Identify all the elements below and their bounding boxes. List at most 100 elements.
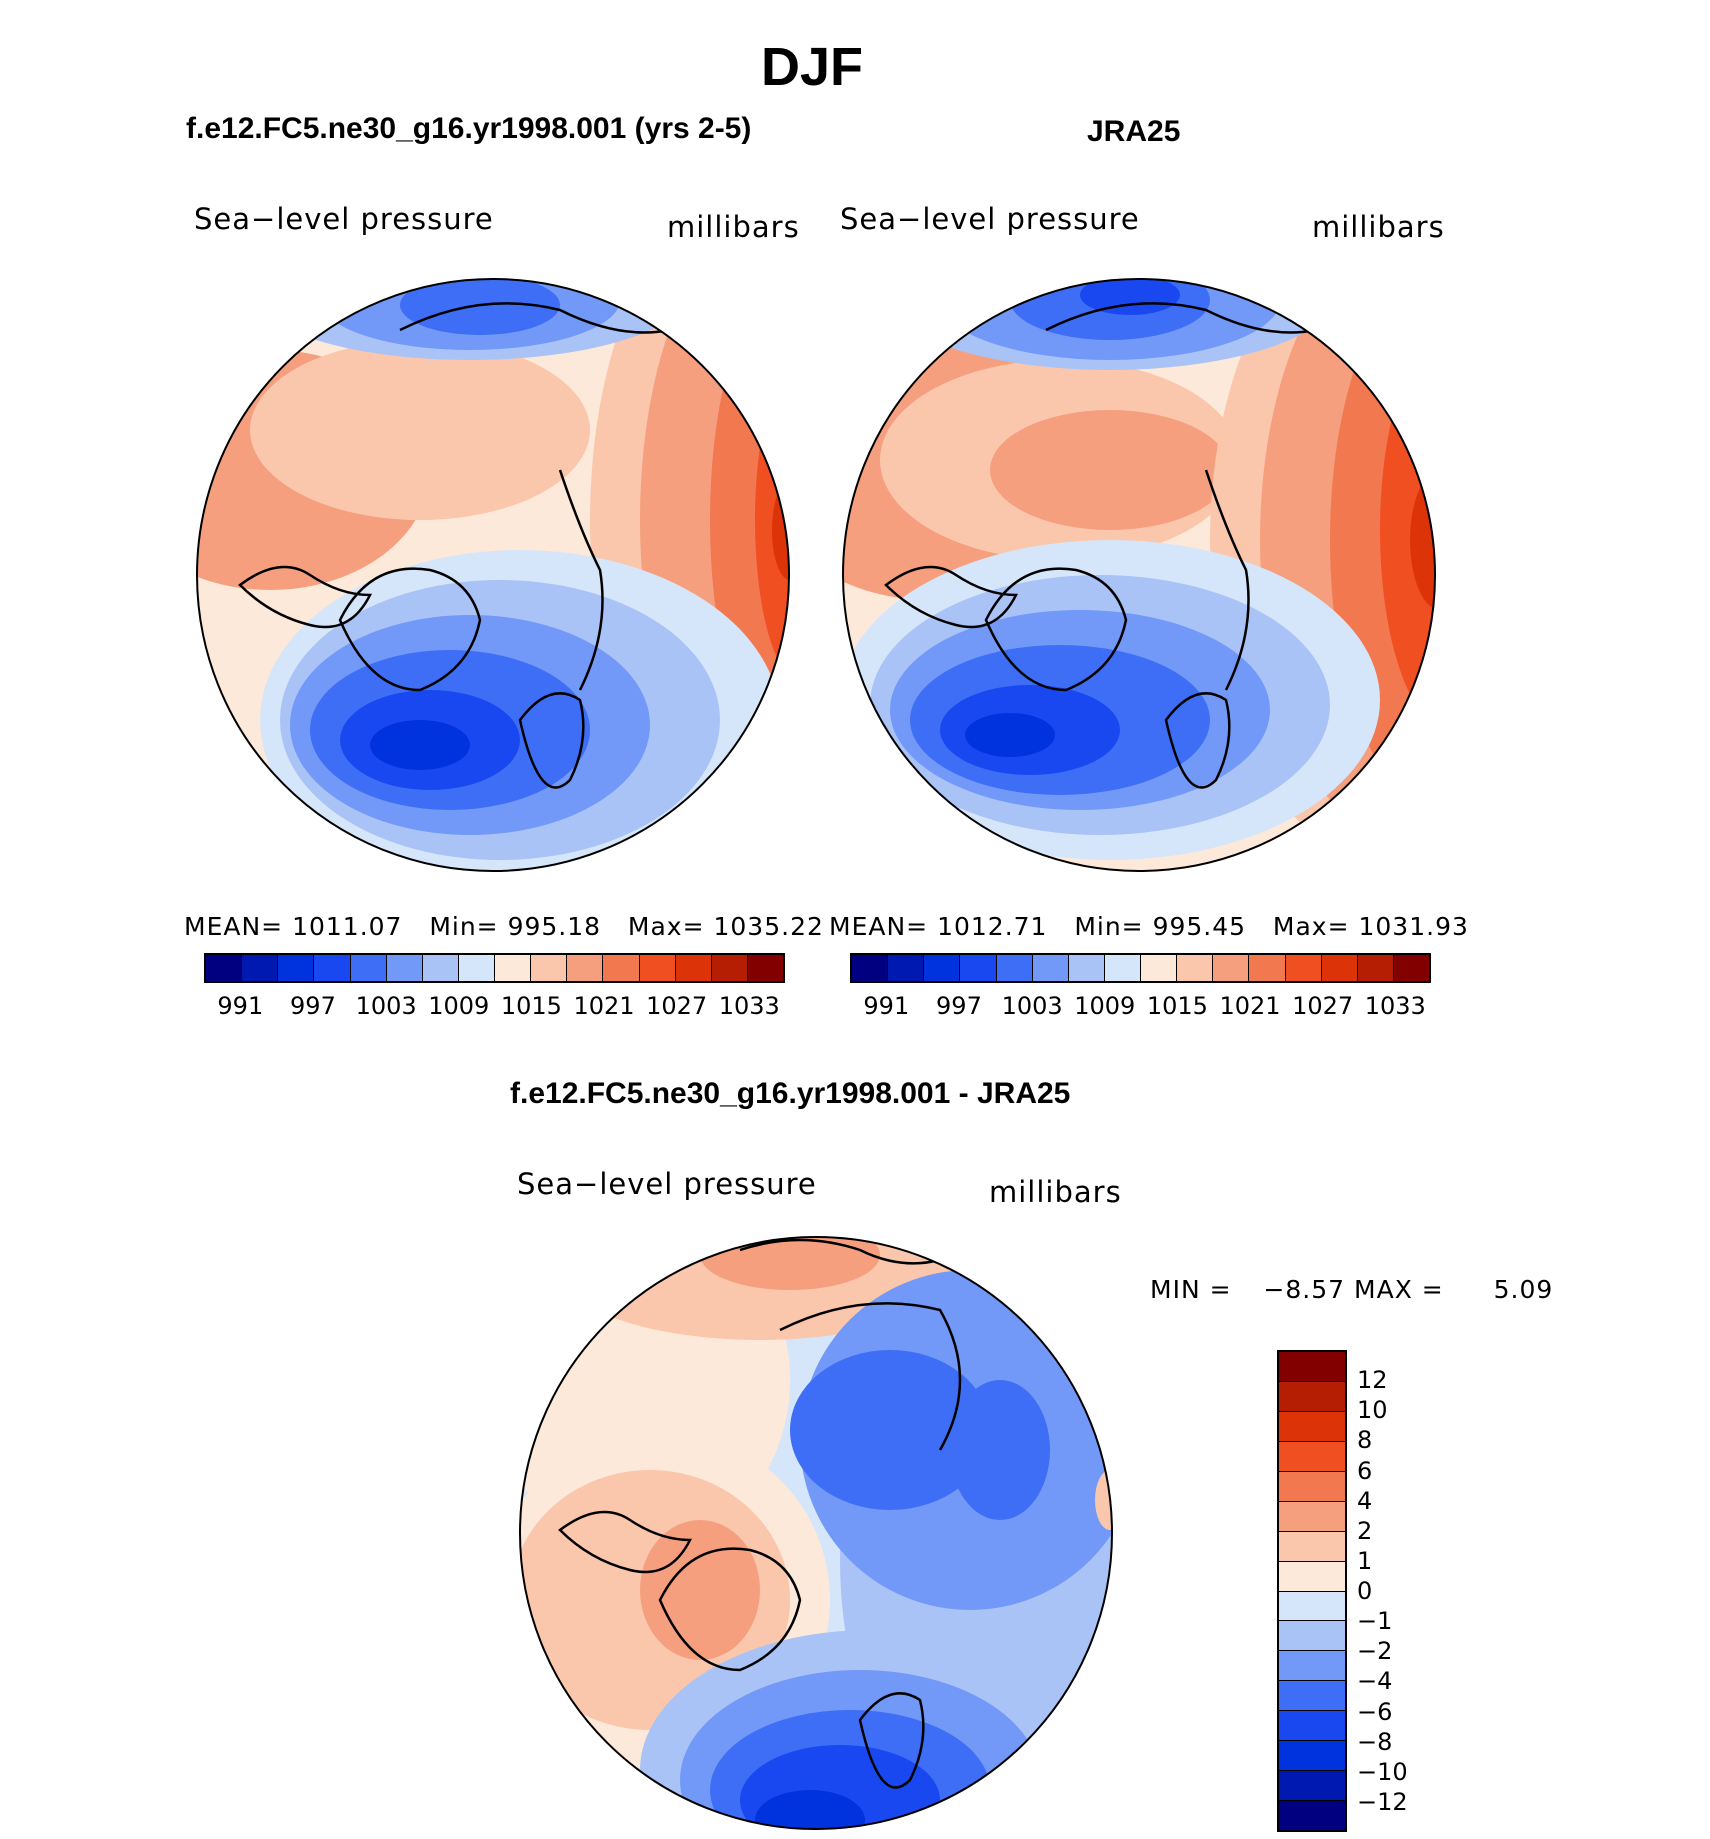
model-colorbar-tick-label: 1021 (573, 992, 635, 1020)
obs-colorbar-swatch (1032, 955, 1069, 981)
diff-colorbar-swatch (1279, 1381, 1345, 1412)
diff-min-value: −8.57 (1263, 1275, 1346, 1304)
model-mean-label: MEAN= (184, 912, 284, 941)
obs-colorbar-swatch (1104, 955, 1141, 981)
obs-colorbar-tick-label: 1021 (1219, 992, 1281, 1020)
model-stats: MEAN= 1011.07 Min= 995.18 Max= 1035.22 (184, 912, 824, 941)
diff-min-label: MIN = (1150, 1275, 1232, 1304)
obs-colorbar-tick-label: 1033 (1364, 992, 1426, 1020)
obs-colorbar-swatch (1141, 955, 1178, 981)
obs-colorbar-swatch (960, 955, 997, 981)
model-colorbar-swatch (422, 955, 459, 981)
obs-colorbar-swatch (1213, 955, 1250, 981)
obs-colorbar-swatch (888, 955, 925, 981)
diff-colorbar-swatch (1279, 1771, 1345, 1802)
model-colorbar (204, 953, 785, 983)
diff-stats: MIN = −8.57 MAX = 5.09 (1150, 1275, 1553, 1304)
obs-panel-title: JRA25 (1087, 115, 1181, 148)
obs-colorbar-swatch (1393, 955, 1429, 981)
model-colorbar-tick-label: 1009 (428, 992, 490, 1020)
model-colorbar-swatch (242, 955, 279, 981)
model-colorbar-swatch (639, 955, 676, 981)
diff-colorbar-swatch (1279, 1801, 1345, 1830)
model-units-label: millibars (667, 210, 800, 244)
model-colorbar-swatch (314, 955, 351, 981)
obs-mean-value: 1012.71 (937, 912, 1048, 941)
model-panel-title: f.e12.FC5.ne30_g16.yr1998.001 (yrs 2-5) (186, 112, 752, 145)
diff-max-value: 5.09 (1493, 1275, 1554, 1304)
diff-units-label: millibars (989, 1175, 1122, 1209)
diff-colorbar-tick-label: −4 (1357, 1667, 1393, 1696)
obs-colorbar-swatch (924, 955, 961, 981)
obs-colorbar-swatch (852, 955, 889, 981)
model-map-border (196, 278, 790, 872)
diff-colorbar-tick-label: 6 (1357, 1456, 1373, 1485)
model-colorbar-swatch (386, 955, 423, 981)
diff-colorbar-swatch (1279, 1471, 1345, 1502)
obs-map (843, 279, 1435, 871)
model-colorbar-tick-label: 991 (217, 992, 264, 1020)
obs-colorbar-tick-label: 1003 (1001, 992, 1063, 1020)
diff-colorbar-tick-label: −1 (1357, 1607, 1393, 1636)
diff-colorbar-tick-label: −10 (1357, 1757, 1408, 1786)
model-colorbar-swatch (747, 955, 783, 981)
model-variable-label: Sea−level pressure (194, 202, 494, 236)
obs-colorbar-swatch (1068, 955, 1105, 981)
model-max-value: 1035.22 (713, 912, 824, 941)
main-title: DJF (760, 37, 863, 97)
diff-colorbar-swatch (1279, 1531, 1345, 1562)
obs-colorbar-swatch (1321, 955, 1358, 981)
diff-colorbar (1277, 1350, 1347, 1832)
model-min-value: 995.18 (507, 912, 602, 941)
diff-map-border (519, 1236, 1113, 1830)
obs-max-value: 1031.93 (1358, 912, 1469, 941)
model-colorbar-tick-label: 1015 (500, 992, 562, 1020)
obs-colorbar-tick-label: 991 (863, 992, 910, 1020)
diff-colorbar-tick-label: −6 (1357, 1697, 1393, 1726)
diff-colorbar-swatch (1279, 1681, 1345, 1712)
diff-colorbar-swatch (1279, 1411, 1345, 1442)
model-colorbar-swatch (495, 955, 532, 981)
model-max-label: Max= (627, 912, 705, 941)
model-colorbar-tick-label: 1033 (718, 992, 780, 1020)
model-colorbar-swatch (567, 955, 604, 981)
diff-colorbar-tick-label: −12 (1357, 1787, 1408, 1816)
diff-variable-label: Sea−level pressure (517, 1167, 817, 1201)
model-colorbar-swatch (458, 955, 495, 981)
obs-colorbar-swatch (1177, 955, 1214, 981)
diff-colorbar-swatch (1279, 1651, 1345, 1682)
diff-colorbar-swatch (1279, 1441, 1345, 1472)
obs-colorbar-swatch (1285, 955, 1322, 981)
diff-colorbar-tick-label: 2 (1357, 1516, 1373, 1545)
diff-colorbar-tick-label: −8 (1357, 1727, 1393, 1756)
diff-colorbar-labels: 12 10 8 6 4 2 1 0 −1 −2 −4 −6 −8 −10 −12 (1357, 1350, 1457, 1832)
obs-colorbar-tick-label: 1027 (1292, 992, 1354, 1020)
diff-colorbar-tick-label: 12 (1357, 1366, 1388, 1395)
obs-max-label: Max= (1272, 912, 1350, 941)
model-map (197, 279, 789, 871)
obs-variable-label: Sea−level pressure (840, 202, 1140, 236)
diff-colorbar-tick-label: 4 (1357, 1486, 1373, 1515)
obs-colorbar-swatch (996, 955, 1033, 981)
diff-colorbar-swatch (1279, 1621, 1345, 1652)
model-colorbar-swatch (278, 955, 315, 981)
diff-colorbar-swatch (1279, 1501, 1345, 1532)
obs-colorbar-tick-label: 997 (936, 992, 982, 1020)
obs-map-border (842, 278, 1436, 872)
model-colorbar-tick-label: 1027 (646, 992, 708, 1020)
diff-panel-title: f.e12.FC5.ne30_g16.yr1998.001 - JRA25 (510, 1077, 1071, 1110)
model-colorbar-swatch (675, 955, 712, 981)
model-min-label: Min= (429, 912, 499, 941)
model-colorbar-swatch (531, 955, 568, 981)
obs-colorbar-labels: 991 997 1003 1009 1015 1021 1027 1033 (850, 992, 1431, 1022)
model-colorbar-swatch (603, 955, 640, 981)
obs-colorbar-swatch (1357, 955, 1394, 981)
obs-colorbar (850, 953, 1431, 983)
diff-colorbar-swatch (1279, 1741, 1345, 1772)
model-colorbar-swatch (350, 955, 387, 981)
diff-colorbar-swatch (1279, 1561, 1345, 1592)
obs-min-value: 995.45 (1152, 912, 1247, 941)
diff-colorbar-swatch (1279, 1711, 1345, 1742)
model-mean-value: 1011.07 (292, 912, 403, 941)
obs-min-label: Min= (1074, 912, 1144, 941)
